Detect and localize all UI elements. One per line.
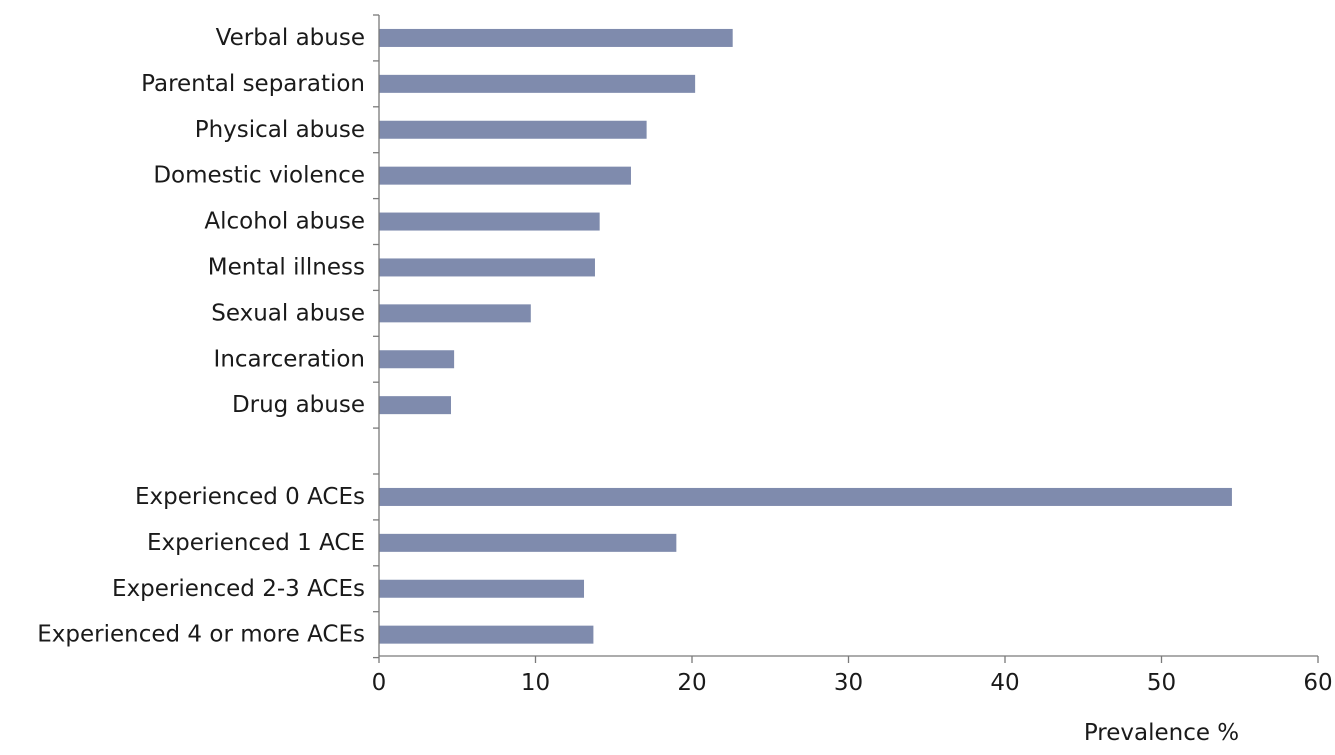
bar [379, 396, 451, 415]
x-tick-label: 30 [834, 670, 863, 696]
bar [379, 350, 455, 369]
bar [379, 304, 531, 323]
x-tick-label: 20 [677, 670, 706, 696]
category-label: Sexual abuse [211, 300, 365, 326]
category-label: Incarceration [214, 346, 365, 372]
category-label: Experienced 4 or more ACEs [37, 622, 365, 648]
category-label: Experienced 2-3 ACEs [112, 576, 365, 602]
bars-group [379, 28, 1232, 644]
x-tick-label: 50 [1147, 670, 1176, 696]
x-tick-label: 0 [372, 670, 387, 696]
bar [379, 120, 647, 139]
bar [379, 212, 600, 231]
axes-group [378, 15, 1318, 657]
category-label: Parental separation [141, 71, 365, 97]
bar [379, 533, 677, 552]
category-label: Alcohol abuse [204, 209, 365, 235]
x-tick-label: 10 [521, 670, 550, 696]
bar [379, 579, 585, 598]
x-axis-title: Prevalence % [1084, 720, 1239, 746]
bar [379, 28, 733, 47]
category-label: Experienced 1 ACE [147, 530, 365, 556]
category-label: Domestic violence [153, 163, 365, 189]
bar [379, 166, 631, 185]
x-tick-label: 40 [990, 670, 1019, 696]
bar [379, 625, 594, 644]
bar [379, 258, 595, 277]
category-label: Experienced 0 ACEs [135, 484, 365, 510]
bar [379, 487, 1232, 506]
category-labels-group: Verbal abuse Parental separation Physical … [37, 25, 365, 648]
category-label: Drug abuse [232, 392, 365, 418]
category-label: Mental illness [208, 254, 365, 280]
bar [379, 74, 696, 93]
category-label: Verbal abuse [216, 25, 365, 51]
x-ticks-group: 0 10 20 30 40 50 60 [372, 14, 1333, 696]
x-tick-label: 60 [1303, 670, 1332, 696]
category-label: Physical abuse [195, 117, 365, 143]
